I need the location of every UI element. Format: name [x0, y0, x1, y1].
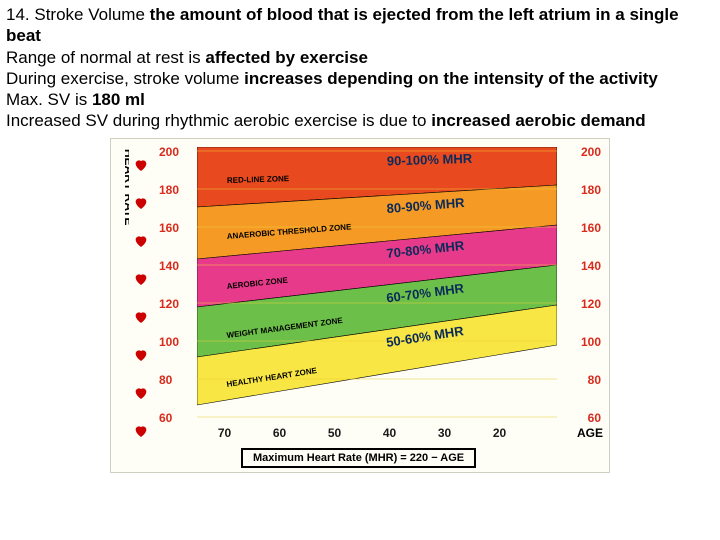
y-tick: 100	[159, 335, 193, 373]
age-tick: 70	[197, 426, 252, 440]
line1a: 14. Stroke Volume	[6, 5, 150, 24]
line5b: increased aerobic demand	[431, 111, 645, 130]
right-y-ticks: 2001801601401201008060	[567, 145, 601, 449]
line2b: affected by exercise	[205, 48, 368, 67]
svg-text:90-100% MHR: 90-100% MHR	[387, 150, 473, 168]
y-tick: 120	[567, 297, 601, 335]
heart-icon	[133, 195, 149, 211]
heart-icon	[133, 157, 149, 173]
y-tick: 140	[159, 259, 193, 297]
heart-icon-column	[133, 157, 155, 461]
line5a: Increased SV during rhythmic aerobic exe…	[6, 111, 431, 130]
age-tick: 40	[362, 426, 417, 440]
heart-rate-axis-label: HEART RATE	[113, 145, 129, 255]
y-tick: 100	[567, 335, 601, 373]
y-tick: 200	[567, 145, 601, 183]
mhr-formula: Maximum Heart Rate (MHR) = 220 − AGE	[241, 448, 476, 468]
y-tick: 60	[159, 411, 193, 449]
hr-zone-chart: HEART RATE 2001801601401201008060 200180…	[110, 138, 610, 473]
y-tick: 160	[567, 221, 601, 259]
heart-icon	[133, 233, 149, 249]
heart-icon	[133, 347, 149, 363]
y-tick: 180	[567, 183, 601, 221]
line4b: 180 ml	[92, 90, 145, 109]
y-tick: 80	[567, 373, 601, 411]
left-y-ticks: 2001801601401201008060	[159, 145, 193, 449]
heart-icon	[133, 309, 149, 325]
line4a: Max. SV is	[6, 90, 92, 109]
heart-icon	[133, 271, 149, 287]
line3b: increases depending on the intensity of …	[244, 69, 658, 88]
age-tick: 50	[307, 426, 362, 440]
notes-text: 14. Stroke Volume the amount of blood th…	[0, 0, 720, 136]
svg-text:HEART RATE: HEART RATE	[122, 149, 129, 225]
age-x-ticks: 706050403020	[197, 426, 577, 440]
y-tick: 80	[159, 373, 193, 411]
y-tick: 120	[159, 297, 193, 335]
age-tick: 60	[252, 426, 307, 440]
age-tick: 20	[472, 426, 527, 440]
age-axis-label: AGE	[577, 426, 603, 440]
y-tick: 160	[159, 221, 193, 259]
y-tick: 140	[567, 259, 601, 297]
svg-text:RED-LINE ZONE: RED-LINE ZONE	[227, 174, 290, 185]
heart-icon	[133, 385, 149, 401]
heart-icon	[133, 423, 149, 439]
plot-area: RED-LINE ZONE90-100% MHRANAEROBIC THRESH…	[197, 147, 557, 437]
age-tick: 30	[417, 426, 472, 440]
y-tick: 200	[159, 145, 193, 183]
y-tick: 180	[159, 183, 193, 221]
line3a: During exercise, stroke volume	[6, 69, 244, 88]
line2a: Range of normal at rest is	[6, 48, 205, 67]
